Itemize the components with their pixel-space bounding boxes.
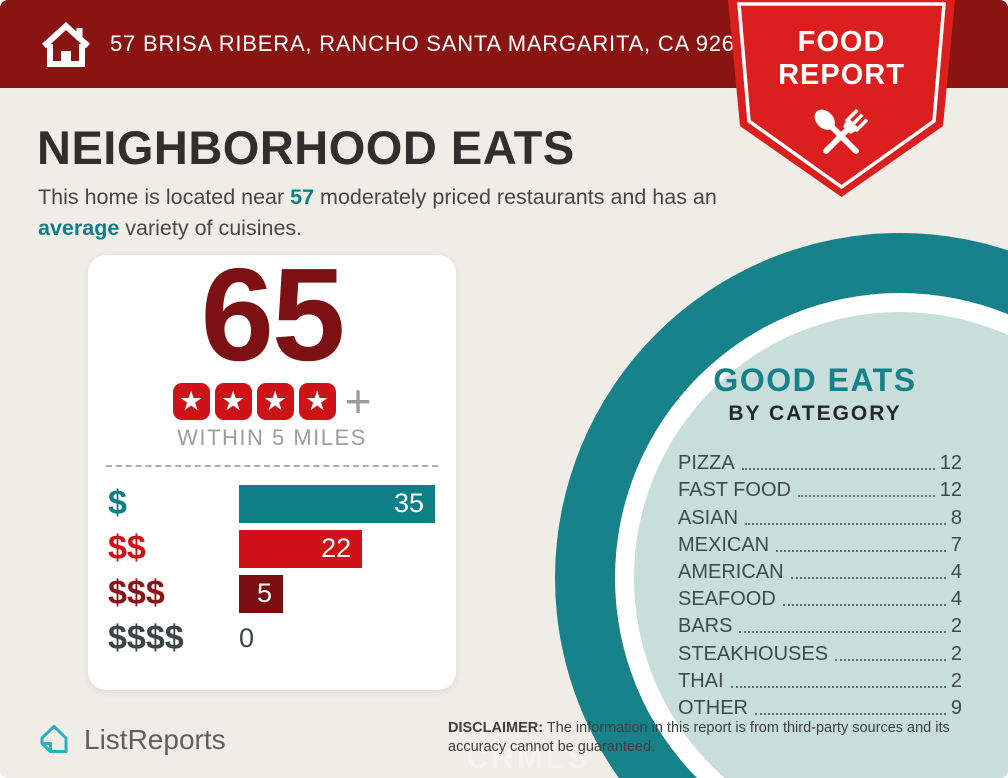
dotted-leader <box>835 658 946 661</box>
dotted-leader <box>776 549 946 552</box>
listreports-brand-name: ListReports <box>84 724 226 755</box>
price-label: $ <box>108 484 127 522</box>
category-row: BARS 2 <box>678 611 962 638</box>
dotted-leader <box>739 631 946 634</box>
price-row: $$ 22 22 <box>88 526 456 571</box>
dotted-leader <box>755 712 946 715</box>
category-value: 9 <box>950 696 962 719</box>
category-name: ASIAN <box>678 506 739 529</box>
page-title: NEIGHBORHOOD EATS <box>37 121 575 174</box>
good-eats-subtitle: BY CATEGORY <box>728 402 902 425</box>
food-report-badge: FOOD REPORT <box>728 0 955 200</box>
disclaimer-body: The information in this report is from t… <box>448 720 950 755</box>
badge-title: FOOD REPORT <box>728 26 955 92</box>
spoon-fork-icon <box>814 108 869 154</box>
category-name: AMERICAN <box>678 560 784 583</box>
category-name: BARS <box>678 615 733 638</box>
category-value: 4 <box>950 560 962 583</box>
badge-line1: FOOD <box>797 26 886 58</box>
price-value-outside: 0 <box>239 623 255 653</box>
intro-post: variety of cuisines. <box>119 216 303 240</box>
category-name: THAI <box>678 669 724 692</box>
category-value: 2 <box>950 642 962 665</box>
listreports-brand: ListReports <box>34 720 226 760</box>
price-row: $ 35 35 <box>88 481 456 526</box>
category-row: MEXICAN 7 <box>678 530 962 557</box>
disclaimer-label: DISCLAIMER: <box>448 720 544 736</box>
star-icon: ★ <box>298 382 336 420</box>
price-bar: 5 <box>239 574 283 613</box>
category-name: FAST FOOD <box>678 479 791 502</box>
star-icon: ★ <box>172 382 210 420</box>
price-row: $$$ 5 5 <box>88 571 456 616</box>
category-row: OTHER 9 <box>678 693 962 720</box>
disclaimer-text: DISCLAIMER: The information in this repo… <box>448 719 998 757</box>
plus-icon: + <box>344 375 372 427</box>
good-eats-title: GOOD EATS <box>713 362 917 398</box>
good-eats-panel: GOOD EATS BY CATEGORY PIZZA 12 FAST FOOD 1… <box>660 362 970 720</box>
category-value: 7 <box>950 533 962 556</box>
category-name: MEXICAN <box>678 533 770 556</box>
category-list: PIZZA 12 FAST FOOD 12 ASIAN 8 MEXICAN 7 AMER… <box>660 448 970 720</box>
category-value: 2 <box>950 669 962 692</box>
price-bar: 22 <box>239 529 363 568</box>
category-value: 2 <box>950 615 962 638</box>
price-bar-chart: $ 35 35 $$ 22 22 $$$ 5 5 $$$$ 0 0 <box>88 481 456 661</box>
category-name: SEAFOOD <box>678 588 776 611</box>
price-bar: 35 <box>239 484 435 523</box>
dotted-leader <box>741 468 935 471</box>
category-row: PIZZA 12 <box>678 448 962 475</box>
category-row: THAI 2 <box>678 666 962 693</box>
category-row: SEAFOOD 4 <box>678 584 962 611</box>
category-value: 12 <box>939 452 962 475</box>
dotted-leader <box>745 522 946 525</box>
dotted-leader <box>782 604 946 607</box>
within-label: WITHIN 5 MILES <box>177 425 367 450</box>
category-name: OTHER <box>678 696 748 719</box>
category-value: 8 <box>950 506 962 529</box>
price-value: 5 <box>256 578 272 608</box>
crmls-watermark: CRMLS <box>466 740 592 775</box>
category-name: STEAKHOUSES <box>678 642 829 665</box>
category-value: 4 <box>950 588 962 611</box>
home-icon <box>41 21 91 67</box>
property-address: 57 BRISA RIBERA, RANCHO SANTA MARGARITA,… <box>110 31 761 56</box>
intro-pre: This home is located near <box>38 185 291 209</box>
category-name: PIZZA <box>678 452 735 475</box>
dashed-divider <box>106 465 438 467</box>
price-value: 35 <box>393 488 424 518</box>
price-label: $$$ <box>108 574 165 612</box>
listreports-logo-icon <box>40 725 68 753</box>
star-row: ★ ★ ★ ★ + <box>88 375 456 427</box>
dotted-leader <box>730 685 946 688</box>
stats-card: 65 ★★★★+ WITHIN 5 MILES $ 35 35 $$ 22 22… <box>88 249 456 690</box>
category-value: 12 <box>939 479 962 502</box>
restaurant-count: 65 <box>200 241 346 388</box>
price-label: $$$$ <box>108 619 184 657</box>
intro-text: This home is located near 57 moderately … <box>38 182 718 244</box>
badge-line2: REPORT <box>778 59 905 91</box>
intro-mid: moderately priced restaurants and has an <box>314 185 717 209</box>
intro-count: 57 <box>290 185 315 209</box>
category-row: FAST FOOD 12 <box>678 475 962 502</box>
dotted-leader <box>790 576 946 579</box>
category-row: ASIAN 8 <box>678 502 962 529</box>
category-row: AMERICAN 4 <box>678 557 962 584</box>
dotted-leader <box>797 495 935 498</box>
price-value: 22 <box>321 533 352 563</box>
category-row: STEAKHOUSES 2 <box>678 638 962 665</box>
intro-highlight: average <box>38 216 120 240</box>
good-eats-circle <box>555 233 1008 778</box>
price-label: $$ <box>108 529 146 567</box>
star-icon: ★ <box>214 382 252 420</box>
price-row: $$$$ 0 0 <box>88 616 456 661</box>
star-icon: ★ <box>256 382 294 420</box>
